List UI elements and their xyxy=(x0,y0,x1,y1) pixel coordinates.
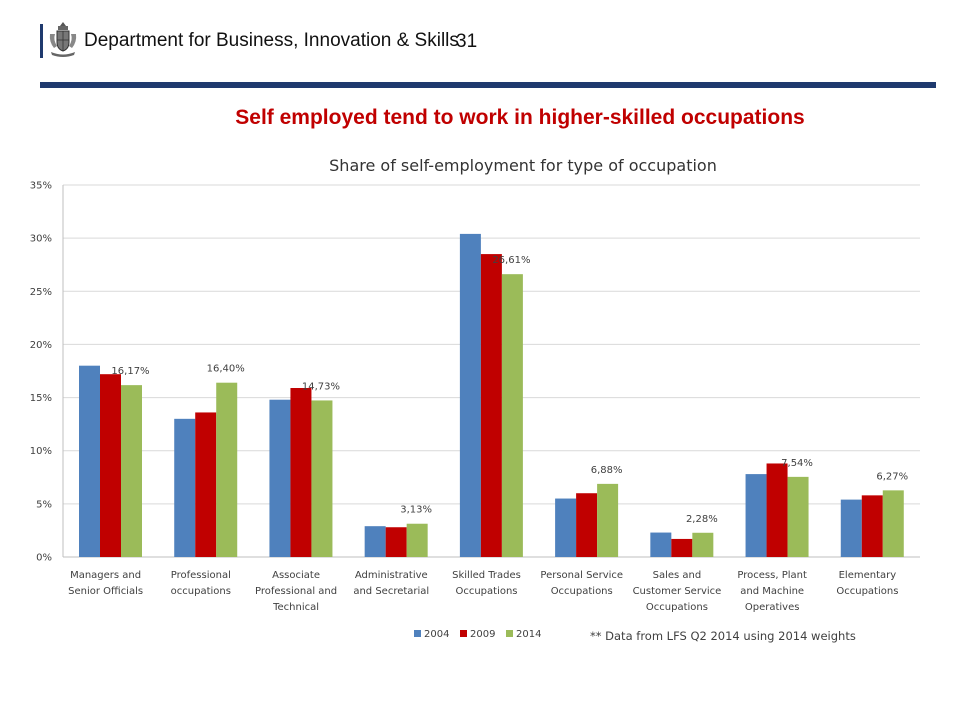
bar-2009 xyxy=(671,538,693,557)
bar-2004 xyxy=(840,499,862,557)
bar-2014 xyxy=(597,483,619,557)
x-category-label: Administrative xyxy=(355,570,428,581)
y-tick-label: 30% xyxy=(30,234,52,245)
x-category-label: Operatives xyxy=(745,602,800,613)
x-category-label: Professional xyxy=(171,570,231,581)
x-category-label: Associate xyxy=(272,570,320,581)
x-category-label: Personal Service xyxy=(540,570,623,581)
header-rule xyxy=(40,82,936,88)
bar-2014 xyxy=(121,385,142,557)
legend-label: 2014 xyxy=(516,629,541,640)
y-tick-label: 15% xyxy=(30,393,52,404)
y-tick-label: 25% xyxy=(30,287,52,298)
legend-swatch xyxy=(414,630,421,637)
y-tick-label: 20% xyxy=(30,340,52,351)
x-category-label: Customer Service xyxy=(633,586,722,597)
bar-2014 xyxy=(406,523,428,557)
data-label: 26,61% xyxy=(492,255,530,266)
x-category-label: and Machine xyxy=(740,586,804,597)
bar-2014 xyxy=(216,382,238,557)
royal-coat-of-arms-icon xyxy=(49,22,77,57)
bar-2009 xyxy=(766,463,788,557)
x-category-label: and Secretarial xyxy=(353,586,429,597)
data-label: 14,73% xyxy=(302,381,340,392)
slide-headline: Self employed tend to work in higher-ski… xyxy=(235,106,805,129)
x-category-label: Occupations xyxy=(646,602,708,613)
x-category-label: Senior Officials xyxy=(68,586,143,597)
bar-2014 xyxy=(501,274,523,557)
x-category-label: Occupations xyxy=(836,586,898,597)
y-tick-label: 0% xyxy=(36,553,52,564)
bar-2014 xyxy=(311,400,333,557)
bar-2009 xyxy=(480,254,502,557)
bar-2009 xyxy=(195,412,217,557)
y-tick-label: 10% xyxy=(30,446,52,457)
bar-2009 xyxy=(576,493,598,557)
bar-2004 xyxy=(650,532,672,557)
x-category-label: Managers and xyxy=(70,570,141,581)
page-number: 31 xyxy=(456,31,478,52)
data-label: 7,54% xyxy=(781,458,813,469)
x-category-label: Skilled Trades xyxy=(452,570,521,581)
data-label: 16,40% xyxy=(207,364,245,375)
x-category-label: Technical xyxy=(272,602,319,613)
bar-2004 xyxy=(745,474,767,557)
y-tick-label: 5% xyxy=(36,499,52,510)
data-label: 16,17% xyxy=(111,366,149,377)
bar-chart: 0% 5% 10% 15% 20% 25% 30% 35% 16,17% 16,40% 14,73%… xyxy=(30,181,920,640)
y-tick-label: 35% xyxy=(30,181,52,192)
legend-label: 2009 xyxy=(470,629,495,640)
bar-2014 xyxy=(692,532,714,557)
data-label: 6,88% xyxy=(591,465,623,476)
legend-swatch xyxy=(460,630,467,637)
chart-title: Share of self-employment for type of occ… xyxy=(329,156,717,175)
bar-2004 xyxy=(364,526,386,557)
x-category-label: Sales and xyxy=(653,570,702,581)
data-label: 3,13% xyxy=(400,505,432,516)
legend-label: 2004 xyxy=(424,629,449,640)
bar-2014 xyxy=(882,490,904,557)
bar-2014 xyxy=(787,476,809,557)
bar-2009 xyxy=(100,374,121,557)
data-label: 6,27% xyxy=(876,471,908,482)
data-label: 2,28% xyxy=(686,514,718,525)
header-accent-bar xyxy=(40,24,43,58)
bar-2009 xyxy=(290,388,312,557)
bar-2004 xyxy=(269,399,291,557)
header: Department for Business, Innovation & Sk… xyxy=(0,0,960,90)
legend-swatch xyxy=(506,630,513,637)
bar-2004 xyxy=(459,233,481,558)
bar-2004 xyxy=(79,365,100,557)
x-category-label: Occupations xyxy=(455,586,517,597)
x-category-label: Occupations xyxy=(551,586,613,597)
bar-2009 xyxy=(385,527,407,557)
department-name: Department for Business, Innovation & Sk… xyxy=(84,30,459,51)
x-category-label: occupations xyxy=(171,586,231,597)
x-category-label: Elementary xyxy=(839,570,897,581)
x-category-label: Process, Plant xyxy=(737,570,807,581)
bar-2004 xyxy=(174,418,196,557)
footnote: ** Data from LFS Q2 2014 using 2014 weig… xyxy=(590,629,856,643)
bar-2009 xyxy=(861,495,883,557)
x-category-label: Professional and xyxy=(255,586,337,597)
bar-2004 xyxy=(555,498,577,557)
